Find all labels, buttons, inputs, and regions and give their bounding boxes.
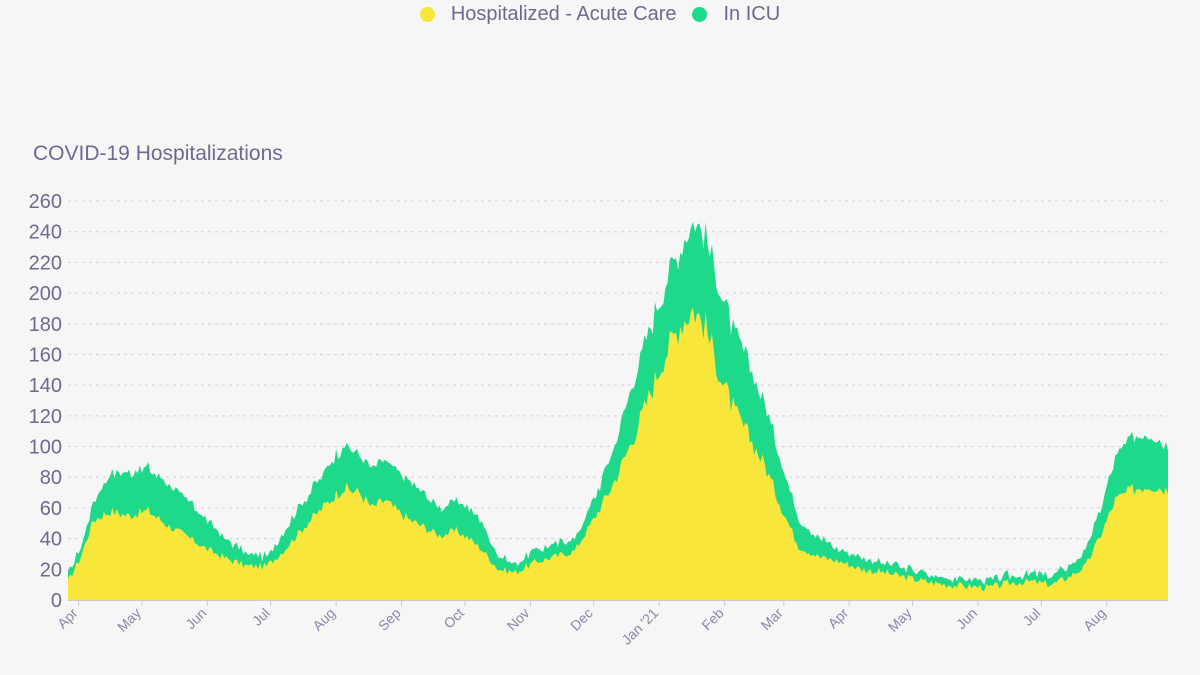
x-tick-label: Nov (504, 605, 533, 634)
y-tick-label: 120 (29, 406, 62, 428)
x-tick-label: Jun (953, 605, 980, 632)
x-tick-label: Jun (182, 605, 209, 632)
y-tick-label: 140 (29, 375, 62, 397)
x-tick-label: Dec (567, 605, 596, 634)
x-tick-label: Oct (440, 605, 467, 632)
y-tick-label: 240 (29, 222, 62, 244)
legend-item-icu[interactable]: In ICU (692, 3, 780, 26)
x-tick-label: May (885, 605, 915, 635)
legend-dot-icu-icon (692, 6, 708, 22)
y-tick-label: 200 (29, 283, 62, 305)
x-tick-label: Mar (757, 605, 786, 634)
x-tick-label: Aug (1080, 605, 1109, 634)
x-tick-label: Sep (375, 605, 404, 634)
chart-series (68, 221, 1168, 600)
chart-title: COVID-19 Hospitalizations (33, 142, 283, 165)
y-axis-ticks: 0 20 40 60 80 100 120 140 160 180 200 220 240 260 (29, 191, 62, 612)
x-tick-label: Apr (825, 605, 852, 632)
y-tick-label: 260 (29, 191, 62, 213)
y-tick-label: 220 (29, 252, 62, 274)
x-tick-label: Feb (698, 605, 727, 634)
legend-dot-acute-care-icon (419, 6, 435, 22)
x-tick-label: May (114, 605, 144, 635)
legend-item-acute-care[interactable]: Hospitalized - Acute Care (419, 2, 677, 26)
y-tick-label: 100 (29, 437, 62, 459)
y-tick-label: 0 (51, 590, 62, 612)
x-tick-label: Jan '21 (618, 605, 661, 648)
y-tick-label: 180 (29, 314, 62, 336)
y-tick-label: 40 (40, 529, 62, 551)
series-area-acute-care (68, 307, 1168, 600)
x-tick-label: Jul (1019, 605, 1043, 629)
x-axis: Apr May Jun Jul Aug Sep Oct Nov Dec Jan '21 Feb Mar… (54, 600, 1168, 648)
x-tick-label: Aug (309, 605, 338, 634)
y-tick-label: 80 (40, 467, 62, 489)
legend-label-icu: In ICU (723, 2, 781, 25)
chart-legend: Hospitalized - Acute Care In ICU (0, 0, 1200, 28)
y-tick-label: 160 (29, 344, 62, 366)
x-tick-label: Jul (249, 605, 273, 629)
y-tick-label: 60 (40, 498, 62, 520)
legend-label-acute-care: Hospitalized - Acute Care (450, 2, 677, 25)
y-tick-label: 20 (40, 559, 62, 581)
